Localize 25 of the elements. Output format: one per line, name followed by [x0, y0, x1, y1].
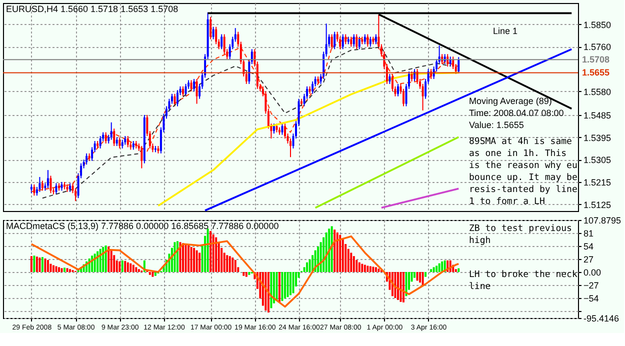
annotation: ZB to test previous high [469, 224, 572, 246]
y-tick-label: 0.00 [584, 268, 602, 278]
y-tick-label: 1.5215 [584, 177, 612, 188]
y-tick-label: 1.5125 [584, 200, 612, 210]
ref-line-label: 1.5655 [582, 68, 610, 78]
annotation: Moving Average (89) Time: 2008.04.07 08:00 Value: 1.5655 [469, 96, 564, 130]
y-tick-label: −27 [584, 280, 599, 291]
y-tick-label: −54 [584, 294, 599, 304]
y-tick-label: 54 [584, 241, 594, 252]
annotation: Line 1 [493, 26, 518, 36]
y-tick-label: 107.8795 [584, 216, 622, 226]
y-tick-label: 1.5305 [584, 155, 612, 166]
y-tick-label: 1.5395 [584, 132, 612, 143]
y-tick-label: 1.5580 [584, 86, 612, 97]
chart-title: MACDmetaCS (5,13,9) 7.77886 0.00000 16.85685 7.77886 0.00000 [6, 221, 279, 231]
ref-line-label: 1.5708 [582, 54, 610, 65]
y-tick-label: 81 [584, 228, 594, 238]
y-tick-label: 1.5850 [584, 20, 612, 30]
annotation: 89SMA at 4h is same as one in 1h. This is the reason why eu bounce up. It may be resis-tanted by line 1 to fomr a LH [469, 137, 578, 207]
chart-title: EURUSD,H4 1.5660 1.5718 1.5653 1.5708 [6, 4, 178, 14]
y-tick-label: -95.4146 [584, 314, 620, 324]
y-tick-label: 1.5485 [584, 110, 612, 120]
y-tick-label: 1.5760 [584, 42, 612, 52]
y-tick-label: 27 [584, 254, 594, 264]
annotation: LH to broke the neck line [469, 270, 578, 292]
